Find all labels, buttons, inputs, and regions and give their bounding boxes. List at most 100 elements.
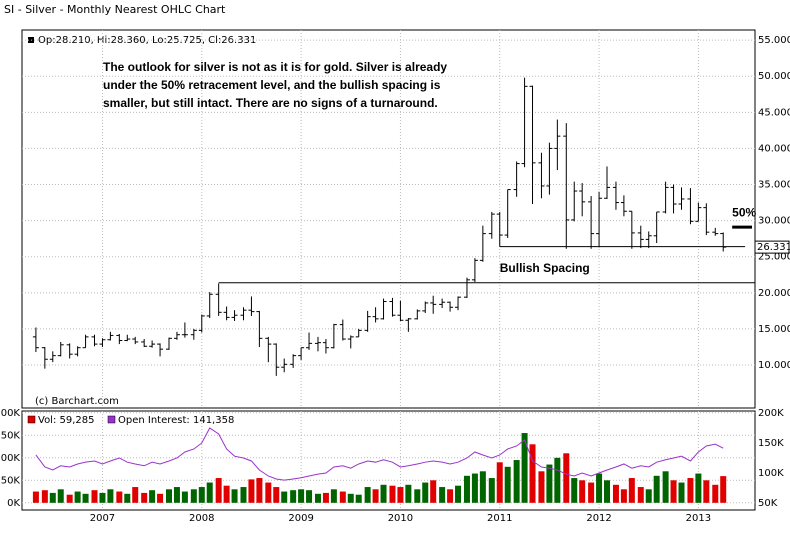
y-tick-label: 0K [7,498,20,509]
y-tick-label: 35.000 [758,180,790,191]
annotation-text: The outlook for silver is not as it is f… [103,60,447,74]
volume-bar [290,490,297,503]
x-tick-label: 2013 [686,513,711,524]
y-tick-label: 25.000 [758,252,790,263]
y-tick-label: 150K [0,430,20,441]
volume-bar [662,471,669,503]
volume-bar [181,491,188,503]
y-tick-label: 50.000 [758,71,790,82]
volume-bar [571,478,578,503]
volume-bar [538,471,545,503]
volume-bar [695,473,702,503]
volume-bar [397,487,404,503]
x-tick-label: 2010 [388,513,413,524]
volume-bar [447,489,454,503]
volume-bar [306,490,313,503]
volume-bar [463,475,470,503]
y-tick-label: 50K [1,475,21,486]
volume-bar [132,487,139,503]
volume-bar [256,478,263,503]
y-tick-label: 45.000 [758,107,790,118]
ohlc-header: Op:28.210, Hi:28.360, Lo:25.725, Cl:26.3… [38,35,256,46]
annotation-label: 50% [732,205,756,219]
x-tick-label: 2012 [586,513,611,524]
legend-label: Vol: 59,285 [38,415,95,426]
volume-bar [173,487,180,503]
volume-bar [471,473,478,503]
volume-bar [99,492,106,503]
last-price-label: 26.331 [757,242,790,253]
x-tick-label: 2007 [90,513,115,524]
volume-bar [455,485,462,503]
volume-bar [339,491,346,503]
volume-bar [66,494,73,503]
y2-tick-label: 200K [758,408,784,419]
volume-bar [248,479,255,503]
legend-swatch [107,415,116,424]
volume-bar [430,480,437,503]
volume-bar [330,489,337,503]
volume-bar [364,487,371,503]
volume-bar [190,489,197,503]
volume-bar [637,487,644,503]
volume-bar [504,466,511,503]
volume-bar [347,493,354,503]
y-tick-label: 15.000 [758,324,790,335]
volume-bar [546,464,553,503]
y-tick-label: 20.000 [758,288,790,299]
y-tick-label: 40.000 [758,143,790,154]
annotation-text: smaller, but still intact. There are no … [103,96,438,110]
volume-bar [223,485,230,503]
volume-bar [57,489,64,503]
volume-bar [687,478,694,503]
volume-bar [712,484,719,503]
volume-bar [596,473,603,503]
y-tick-label: 10.000 [758,360,790,371]
volume-bar [628,478,635,503]
volume-bar [41,490,48,503]
y2-tick-label: 100K [758,468,784,479]
x-tick-label: 2011 [487,513,512,524]
volume-bar [298,489,305,503]
y2-tick-label: 150K [758,438,784,449]
volume-bar [165,489,172,503]
volume-bar [206,482,213,503]
volume-bar [588,482,595,503]
volume-bar [141,492,148,503]
y-tick-label: 30.000 [758,216,790,227]
volume-bar [653,475,660,503]
volume-bar [604,480,611,503]
volume-bar [554,457,561,503]
volume-bar [273,487,280,503]
oi-line [35,427,724,481]
x-tick-label: 2009 [288,513,313,524]
annotation-text: under the 50% retracement level, and the… [103,78,441,92]
volume-bar [703,480,710,503]
volume-bar [579,480,586,503]
last-price-box [754,240,790,254]
volume-bar [198,487,205,503]
volume-bar [116,491,123,503]
credit: (c) Barchart.com [35,396,119,407]
volume-bar [91,490,98,503]
volume-bar [82,493,89,503]
volume-bar [439,487,446,503]
price-panel [21,29,756,409]
volume-bar [670,480,677,503]
volume-bar [380,484,387,503]
volume-bar [322,492,329,503]
volume-bar [314,493,321,503]
volume-bar [49,492,56,503]
volume-bar [32,491,39,503]
volume-bar [74,491,81,503]
y-tick-label: 55.000 [758,35,790,46]
volume-bar [488,478,495,503]
volume-bar [720,476,727,503]
volume-bar [612,484,619,503]
volume-bar [389,485,396,503]
volume-bar [645,489,652,503]
legend-label: Open Interest: 141,358 [118,415,234,426]
volume-bar [240,487,247,503]
volume-bar [620,489,627,503]
volume-bar [422,482,429,503]
